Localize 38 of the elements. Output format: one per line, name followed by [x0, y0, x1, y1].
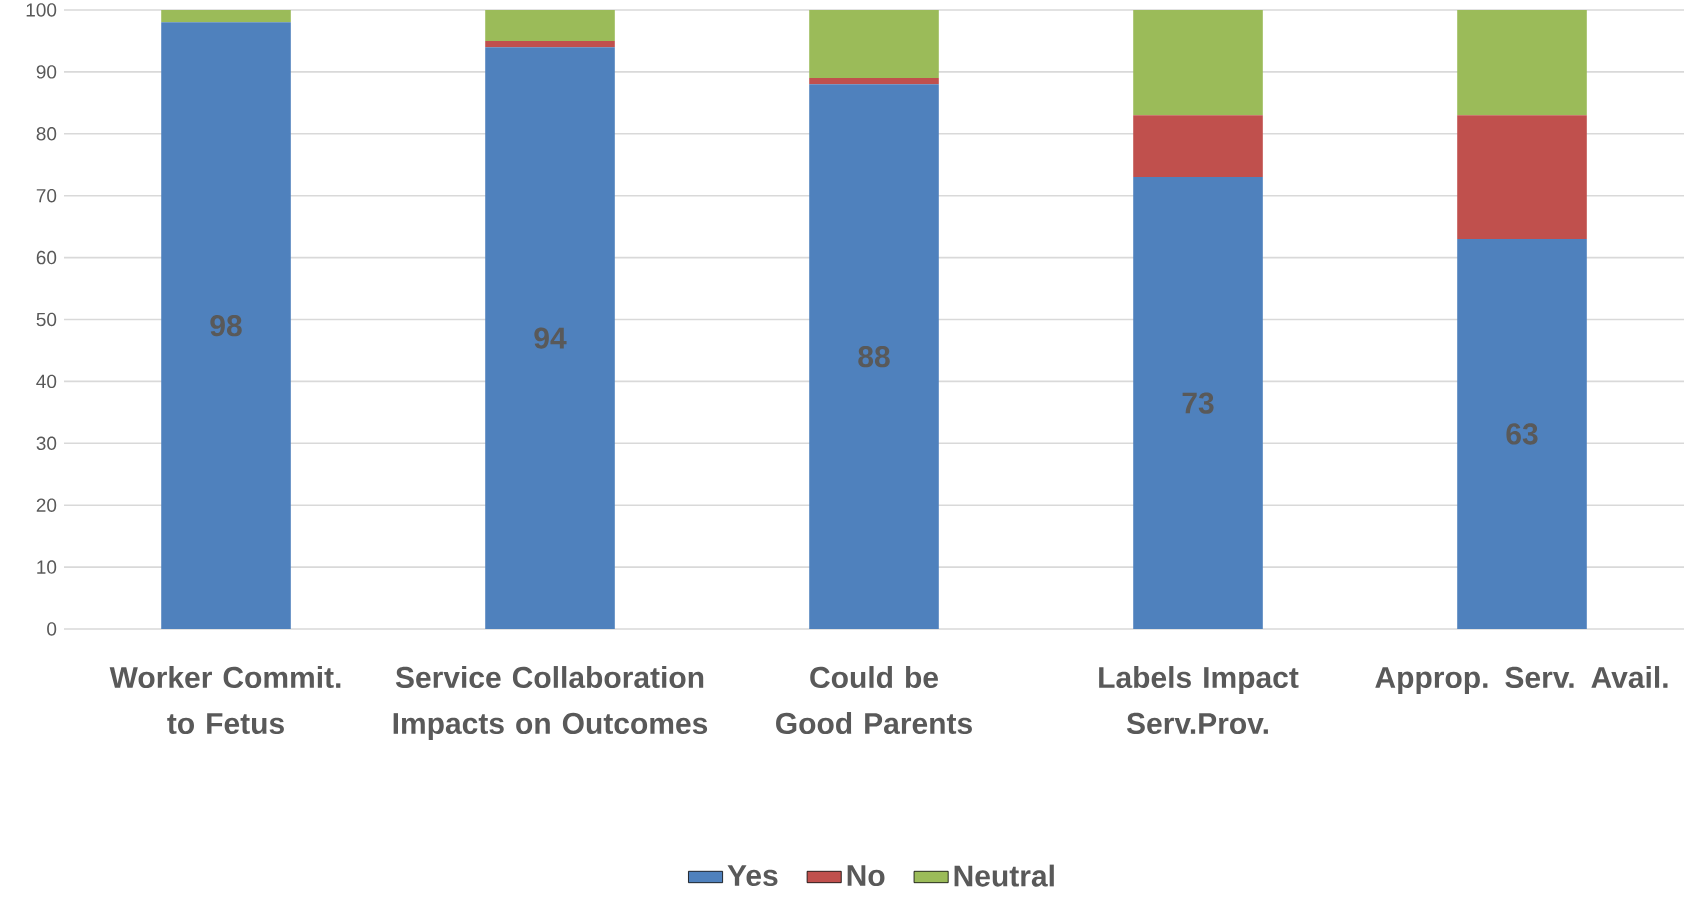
y-tick-label: 50: [36, 312, 57, 327]
bar: [1457, 115, 1587, 240]
data-label: 88: [858, 346, 890, 368]
x-tick-label: Labels Impact Serv.Prov.: [1099, 666, 1299, 735]
legend-label: Neutral: [954, 864, 1054, 887]
data-label: 94: [534, 327, 567, 349]
bar: [1133, 177, 1263, 629]
bar: [485, 40, 615, 48]
bar: [809, 78, 939, 85]
y-tick-label: 80: [36, 127, 57, 141]
bar: [1457, 239, 1587, 629]
y-tick-label: 0: [47, 622, 57, 636]
x-tick-label: Worker Commit. to Fetus: [109, 666, 341, 735]
x-tick-label: Approp. Serv. Avail.: [1375, 666, 1668, 695]
y-tick-label: 20: [36, 498, 57, 512]
y-tick-label: 30: [36, 436, 57, 451]
bar: [1133, 115, 1263, 178]
y-tick-label: 40: [36, 374, 57, 389]
x-tick-label: Service Collaboration Impacts on Outcomes: [393, 666, 708, 741]
bar: [485, 47, 615, 629]
y-tick-label: 10: [37, 560, 57, 574]
bar: [161, 9, 291, 23]
bar: [485, 9, 615, 41]
y-tick-label: 70: [36, 188, 57, 203]
legend-label: No: [847, 865, 885, 887]
bar: [1133, 9, 1263, 116]
y-tick-label: 90: [36, 65, 57, 79]
y-tick-label: 100: [26, 3, 57, 17]
data-label: 63: [1506, 423, 1538, 445]
bar: [809, 84, 939, 629]
bar: [1457, 9, 1587, 116]
data-label: 73: [1182, 392, 1214, 414]
y-tick-label: 60: [36, 250, 57, 265]
x-tick-label: Could be Good Parents: [776, 666, 972, 735]
legend-label: Yes: [727, 865, 778, 887]
bar: [809, 9, 939, 79]
bar: [161, 22, 291, 629]
data-label: 98: [210, 315, 242, 337]
